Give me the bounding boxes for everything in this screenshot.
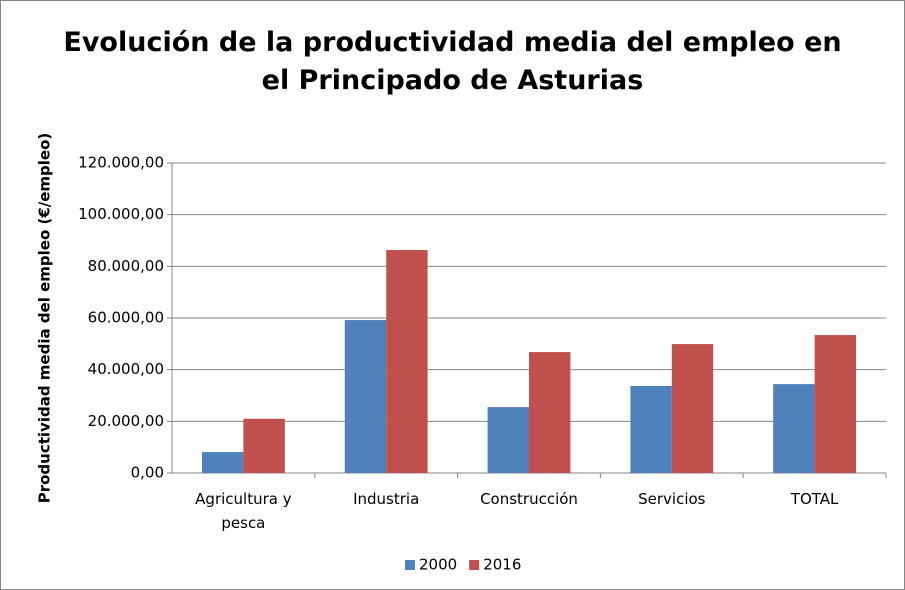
bar [814, 335, 857, 473]
y-tick-label: 60.000,00 [88, 309, 164, 327]
y-tick-label: 120.000,00 [78, 154, 164, 172]
y-tick-label: 40.000,00 [88, 360, 164, 378]
x-tick-label: TOTAL [790, 490, 839, 508]
legend-swatch [469, 560, 480, 570]
bar [773, 384, 815, 473]
x-tick-label: Construcción [480, 490, 578, 508]
chart-title: Evolución de la productividad media del … [63, 27, 842, 96]
y-tick-label: 0,00 [131, 464, 164, 482]
bar [344, 320, 387, 473]
x-tick-label: Agricultura y pesca [195, 490, 292, 532]
x-tick-label: Servicios [638, 490, 706, 508]
y-tick-label: 80.000,00 [88, 257, 164, 275]
bar [529, 352, 571, 473]
bar [201, 452, 244, 473]
bar [630, 385, 672, 473]
legend-swatch [405, 560, 415, 570]
legend-label: 2016 [483, 556, 521, 574]
y-tick-label: 20.000,00 [88, 412, 164, 430]
bar [386, 250, 428, 473]
bar [487, 407, 529, 473]
x-tick-label: Industria [353, 490, 420, 508]
y-axis-label: Productividad media del empleo (€/empleo… [36, 133, 54, 504]
legend-label: 2000 [419, 556, 457, 574]
bar [671, 344, 714, 473]
bar [243, 418, 285, 473]
y-tick-label: 100.000,00 [78, 205, 164, 223]
